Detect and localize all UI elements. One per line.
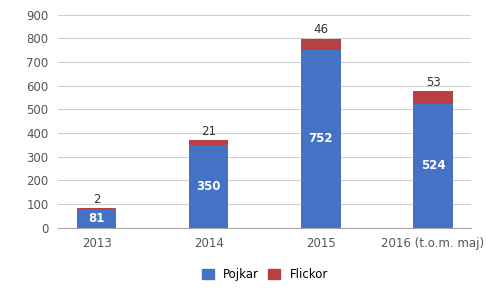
Text: 46: 46 <box>313 23 329 36</box>
Bar <box>77 208 116 228</box>
Text: 350: 350 <box>196 180 221 193</box>
Text: 21: 21 <box>201 124 216 138</box>
Text: 524: 524 <box>421 159 445 172</box>
Text: 81: 81 <box>88 212 105 225</box>
Legend: Pojkar, Flickor: Pojkar, Flickor <box>197 263 333 286</box>
Text: 752: 752 <box>309 132 333 145</box>
Bar <box>189 140 228 145</box>
Text: 2: 2 <box>93 193 101 206</box>
Bar <box>414 91 452 104</box>
Bar <box>301 39 341 50</box>
Text: 53: 53 <box>426 76 440 89</box>
Bar <box>189 145 228 228</box>
Bar <box>301 50 341 228</box>
Bar <box>414 104 452 228</box>
